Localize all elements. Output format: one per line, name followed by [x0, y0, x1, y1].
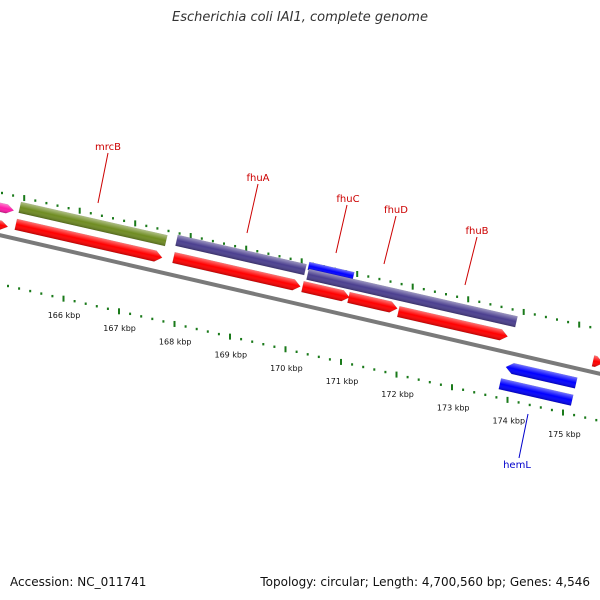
gene-hemL-feature: [498, 378, 574, 406]
label-leader-heml: [518, 413, 529, 459]
kbp-tick-label: 166 kbp: [48, 311, 81, 320]
gene-label-fhua: fhuA: [246, 173, 269, 184]
kbp-tick-label: 171 kbp: [326, 377, 359, 386]
gene-label-heml: hemL: [503, 460, 531, 471]
kbp-tick-label: 172 kbp: [381, 390, 414, 399]
gene-red-feature-left: [0, 218, 9, 230]
label-leader-fhud: [383, 215, 397, 265]
gene-red-feature-a: [14, 218, 163, 262]
kbp-tick-label: 170 kbp: [270, 364, 303, 373]
gene-labels-layer: mrcB fhuA fhuC fhuD fhuB hemL: [95, 142, 531, 471]
gene-mrcb-feature: [18, 201, 168, 247]
backbone-layer: [0, 233, 600, 376]
gene-fhua-feature: [175, 234, 307, 276]
gene-red-feature-d: [347, 291, 398, 313]
gene-pink-feature: [0, 200, 15, 214]
gene-blue-feature-a: [505, 362, 578, 389]
label-leader-fhub: [464, 236, 478, 286]
accession-text: Accession: NC_011741: [10, 575, 147, 589]
kbp-tick-label: 174 kbp: [492, 417, 525, 426]
label-leader-fhuc: [335, 204, 348, 254]
genome-backbone-line: [0, 233, 600, 376]
gene-red-feature-e: [396, 305, 508, 341]
gene-fhud-fhub-feature: [306, 268, 518, 328]
tick-marks-layer: [1, 191, 598, 422]
genome-title: Escherichia coli IAI1, complete genome: [172, 10, 428, 25]
label-leader-fhua: [246, 183, 259, 234]
gene-features-layer: [0, 200, 600, 406]
gene-red-feature-right: [591, 355, 600, 368]
kbp-tick-label: 167 kbp: [103, 324, 136, 333]
kbp-tick-label: 168 kbp: [159, 337, 192, 346]
tick-labels-layer: 166 kbp 167 kbp 168 kbp 169 kbp 170 kbp 171 k…: [48, 311, 581, 439]
kbp-tick-label: 173 kbp: [437, 403, 470, 412]
topology-text: Topology: circular; Length: 4,700,560 bp…: [260, 575, 590, 589]
gene-red-feature-b: [172, 251, 301, 291]
kbp-tick-label: 169 kbp: [214, 351, 247, 360]
label-leader-mrcb: [97, 152, 109, 204]
gene-label-fhud: fhuD: [384, 205, 408, 216]
gene-label-mrcb: mrcB: [95, 142, 121, 153]
gene-red-feature-c: [301, 281, 350, 302]
gene-label-fhuc: fhuC: [336, 194, 359, 205]
gene-label-fhub: fhuB: [465, 226, 488, 237]
kbp-tick-label: 175 kbp: [548, 430, 581, 439]
